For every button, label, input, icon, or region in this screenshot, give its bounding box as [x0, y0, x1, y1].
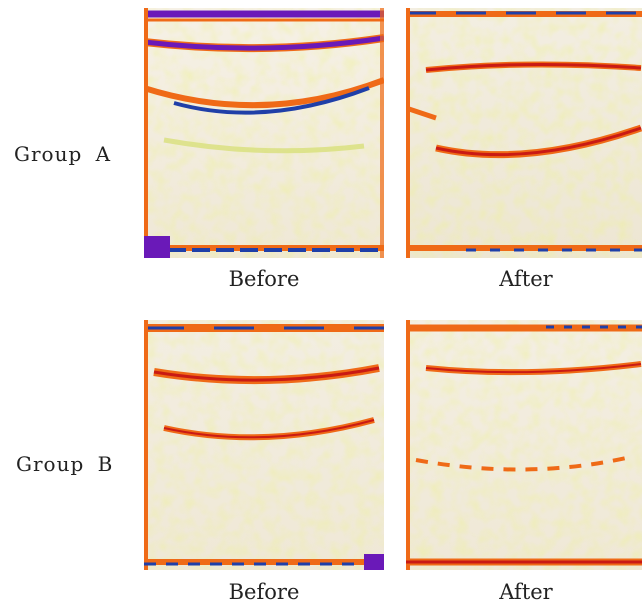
group-b-after-caption: After: [499, 580, 553, 604]
group-b-label: Group B: [16, 452, 114, 476]
group-a-label: Group A: [14, 142, 112, 166]
heatmap-image: [144, 8, 384, 258]
group-b-after-heatmap: [406, 320, 642, 570]
group-a-after-heatmap: [406, 8, 642, 258]
heatmap-image: [144, 320, 384, 570]
heatmap-image: [406, 8, 642, 258]
group-b-before-heatmap: [144, 320, 384, 570]
group-b-before-caption: Before: [228, 580, 300, 604]
group-a-after-caption: After: [499, 267, 553, 291]
heatmap-image: [406, 320, 642, 570]
group-a-before-caption: Before: [228, 267, 300, 291]
group-a-before-heatmap: [144, 8, 384, 258]
